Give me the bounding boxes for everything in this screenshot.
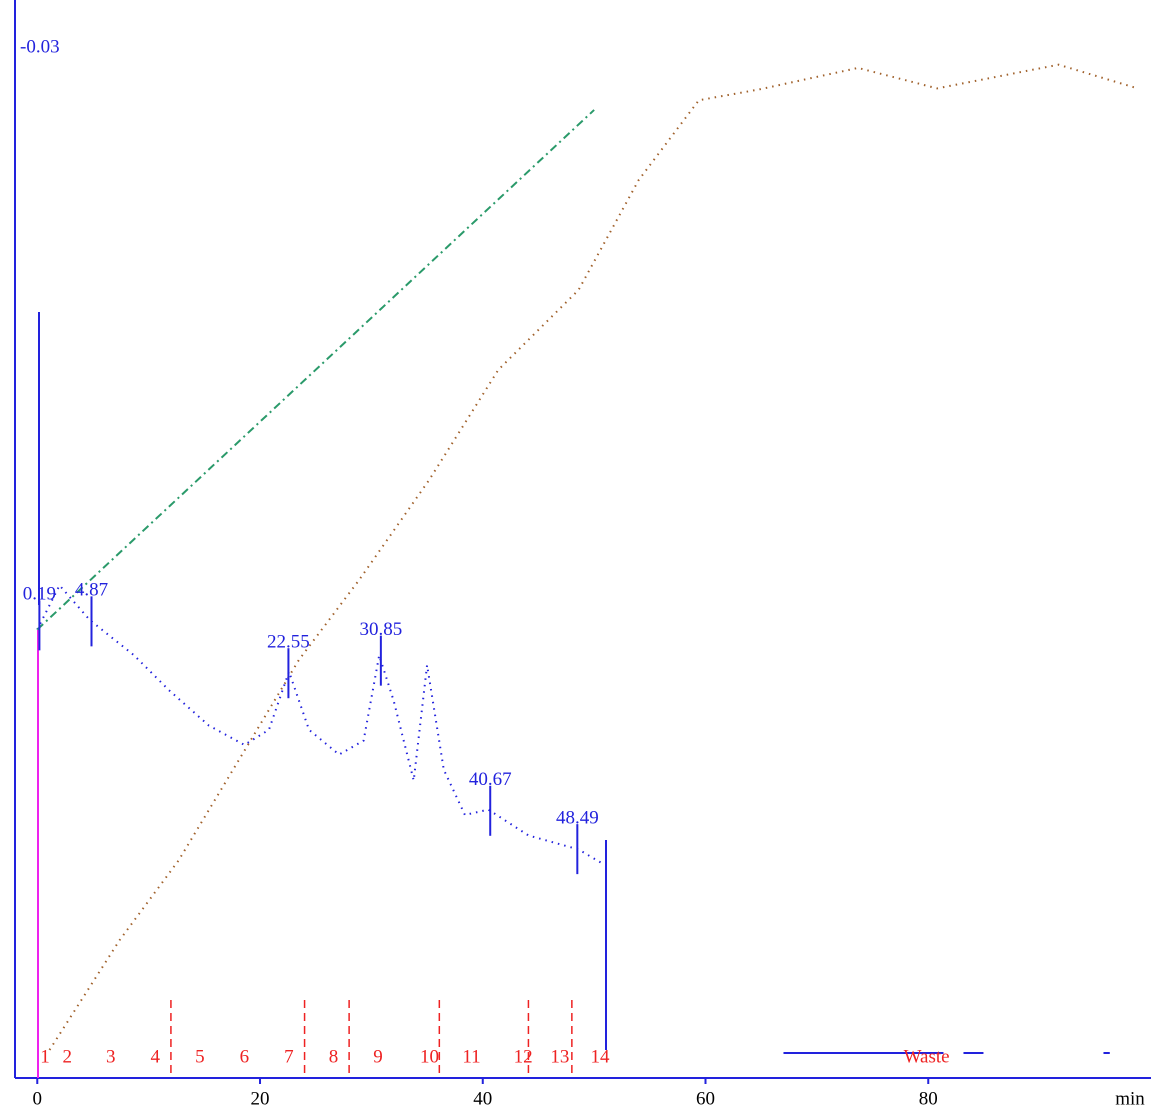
fraction-label: 9 bbox=[373, 1046, 383, 1067]
x-tick-label: 20 bbox=[251, 1088, 270, 1109]
fraction-label: 4 bbox=[151, 1046, 161, 1067]
fraction-label: 14 bbox=[590, 1046, 610, 1067]
peak-label: 30.85 bbox=[359, 619, 402, 640]
fraction-label: 7 bbox=[284, 1046, 294, 1067]
waste-label: Waste bbox=[904, 1046, 950, 1067]
peak-label: 4.87 bbox=[75, 580, 108, 601]
fraction-label: 2 bbox=[63, 1046, 73, 1067]
peak-label: 0.19 bbox=[23, 584, 56, 605]
x-tick-label: 80 bbox=[919, 1088, 938, 1109]
series-line bbox=[36, 109, 595, 631]
fraction-label: 10 bbox=[420, 1046, 439, 1067]
fraction-label: 6 bbox=[240, 1046, 250, 1067]
x-label: min bbox=[1115, 1088, 1145, 1109]
fraction-label: 3 bbox=[106, 1046, 116, 1067]
fraction-label: 11 bbox=[462, 1046, 480, 1067]
fraction-label: 12 bbox=[514, 1046, 533, 1067]
y-label: -0.03 bbox=[20, 36, 60, 57]
peak-label: 40.67 bbox=[469, 769, 512, 790]
peak-label: 48.49 bbox=[556, 807, 599, 828]
series-line bbox=[36, 583, 605, 866]
series-line bbox=[48, 63, 1138, 1051]
x-tick-label: 60 bbox=[696, 1088, 715, 1109]
x-tick-label: 40 bbox=[473, 1088, 492, 1109]
fraction-label: 8 bbox=[329, 1046, 339, 1067]
x-tick-label: 0 bbox=[33, 1088, 43, 1109]
fraction-label: 5 bbox=[195, 1046, 205, 1067]
fraction-label: 1 bbox=[40, 1046, 50, 1067]
peak-label: 22.55 bbox=[267, 632, 310, 653]
fraction-label: 13 bbox=[550, 1046, 569, 1067]
